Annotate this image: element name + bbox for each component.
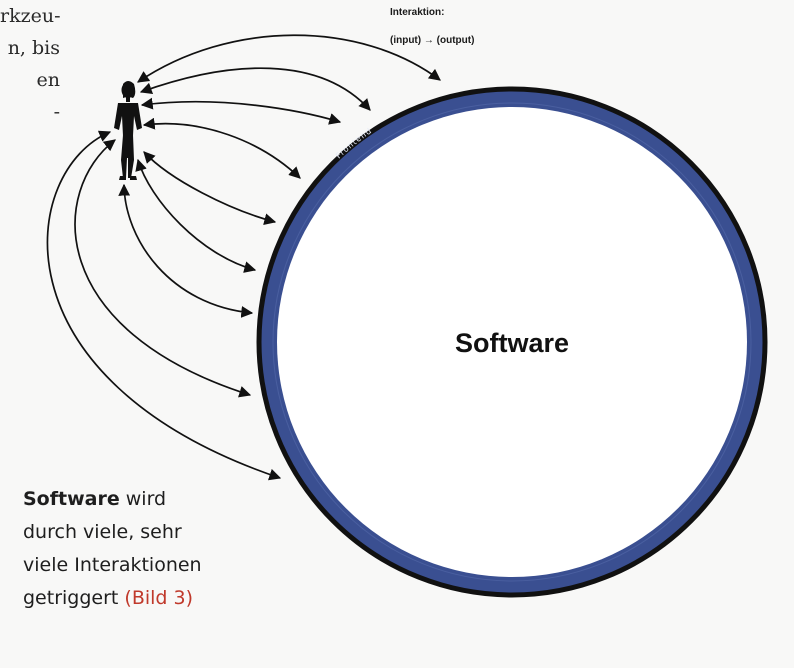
body-text-fragment: rkzeu- n, bis en - <box>0 0 60 128</box>
interaction-arrow <box>74 139 252 398</box>
body-text-line: rkzeu- <box>0 5 60 27</box>
interaction-arrow <box>137 34 441 83</box>
interaction-arrow <box>142 117 301 179</box>
person-icon <box>114 81 142 180</box>
body-text-line: - <box>53 101 60 123</box>
figure-caption: Software wird durch viele, sehr viele In… <box>23 483 253 615</box>
caption-bold: Software <box>23 488 120 510</box>
figure-reference-link[interactable]: (Bild 3) <box>124 587 194 609</box>
interaction-arrow <box>143 151 277 225</box>
caption-text: getriggert <box>23 587 125 609</box>
caption-line: Software wird <box>23 483 253 516</box>
interaction-arrow <box>140 97 342 125</box>
interaction-arrow <box>46 130 282 481</box>
caption-line: durch viele, sehr <box>23 521 182 543</box>
interaction-title: Interaktion: <box>390 7 445 18</box>
software-label: Software <box>455 328 569 358</box>
body-text-line: en <box>36 69 60 91</box>
caption-text: wird <box>119 488 167 510</box>
interaction-arrows <box>46 34 441 481</box>
body-text-line: n, bis <box>7 37 60 59</box>
interaction-flow: (input) → (output) <box>390 35 475 46</box>
caption-line: getriggert (Bild 3) <box>23 582 253 615</box>
interaction-arrow <box>139 67 371 111</box>
interaction-arrow <box>118 183 254 318</box>
caption-line: viele Interaktionen <box>23 554 202 576</box>
software-core <box>277 107 747 577</box>
interaction-arrow <box>135 158 257 273</box>
